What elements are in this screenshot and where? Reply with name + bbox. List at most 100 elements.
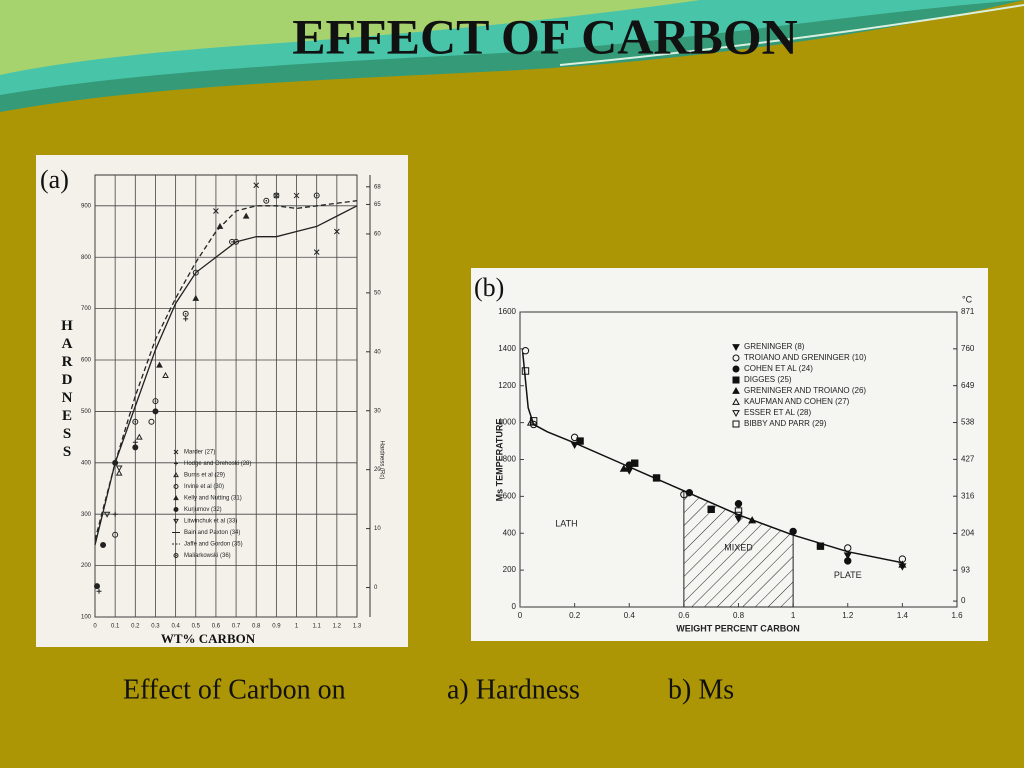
legend-label: TROIANO AND GRENINGER (10) [744, 353, 867, 362]
x-tick-label: 0.5 [192, 624, 201, 630]
y2-axis-title: Hardness (Rc) [378, 441, 384, 480]
data-point [576, 437, 584, 445]
legend-label: KAUFMAN AND COHEN (27) [744, 397, 850, 406]
x-tick-label: 1 [791, 611, 796, 620]
y-tick-label: 800 [503, 455, 517, 464]
legend-label: Irvine et al (30) [184, 484, 224, 490]
legend-marker [173, 553, 179, 558]
y2-tick-label: 760 [961, 344, 975, 353]
y-tick-label: 400 [81, 460, 92, 466]
legend-marker [732, 376, 740, 384]
data-point [844, 544, 852, 552]
y2-tick-label: 40 [374, 349, 381, 355]
y2-tick-label: 93 [961, 565, 970, 574]
y-axis-title: Ms TEMPERATURE [494, 419, 504, 502]
legend-marker [173, 507, 179, 512]
x-axis-title: WT% CARBON [161, 631, 256, 646]
data-point [263, 197, 270, 204]
y2-tick-label: 0 [961, 596, 966, 605]
data-point [103, 511, 111, 518]
y-tick-label: 500 [81, 409, 92, 415]
y-tick-label: 600 [503, 491, 517, 500]
data-point [100, 542, 107, 549]
slide-title: EFFECT OF CARBON [292, 8, 798, 64]
legend-label: COHEN ET AL (24) [744, 364, 813, 373]
legend-marker [732, 354, 740, 362]
data-point [182, 310, 189, 317]
legend-label: Hodge and Orehoski (28) [184, 461, 251, 467]
x-tick-label: 1.1 [313, 624, 322, 630]
y-tick-label: 600 [81, 358, 92, 364]
wave [559, 4, 1024, 66]
y-tick-label: 1200 [498, 381, 516, 390]
y2-tick-label: 316 [961, 491, 975, 500]
legend-label: ESSER ET AL (28) [744, 408, 811, 417]
y-tick-label: 100 [81, 615, 92, 621]
data-point [521, 347, 530, 355]
x-tick-label: 0.6 [212, 624, 221, 630]
data-point [734, 507, 743, 515]
y-tick-label: 1600 [498, 307, 516, 316]
legend-label: Kelly and Nutting (31) [184, 496, 242, 502]
data-point [213, 208, 219, 214]
y-tick-label: 800 [81, 255, 92, 261]
y2-tick-label: 30 [374, 408, 381, 414]
y-tick-label: 1400 [498, 344, 516, 353]
panel-label: (a) [40, 165, 69, 194]
panel-label: (b) [474, 273, 504, 302]
data-point [707, 505, 715, 513]
legend-label: GRENINGER AND TROIANO (26) [744, 386, 866, 395]
curve [94, 205, 358, 546]
legend-marker [173, 449, 179, 455]
data-point [619, 464, 628, 472]
x-tick-label: 0.7 [232, 624, 241, 630]
y-tick-label: 200 [81, 563, 92, 569]
data-point [843, 552, 852, 560]
data-point [162, 371, 169, 378]
legend-marker [175, 554, 177, 557]
y2-tick-label: 0 [374, 585, 378, 591]
legend-marker [173, 471, 179, 478]
legend-label: Marder (27) [184, 450, 215, 456]
y2-tick-label: 50 [374, 290, 381, 296]
data-point [315, 194, 318, 197]
data-point [184, 312, 187, 315]
x-tick-label: 1.6 [951, 611, 963, 620]
region-label: PLATE [834, 570, 862, 580]
legend-marker [173, 494, 179, 501]
x-tick-label: 1.2 [842, 611, 854, 620]
data-point [253, 182, 260, 189]
x-tick-label: 0.1 [111, 624, 120, 630]
data-point [529, 417, 538, 425]
data-point [685, 489, 694, 497]
data-point [112, 531, 119, 538]
legend-marker [732, 386, 740, 394]
caption: a) Hardness [447, 674, 580, 705]
data-point [748, 516, 757, 524]
data-point [192, 294, 200, 301]
legend-marker [732, 420, 740, 428]
caption: b) Ms [668, 674, 734, 705]
x-tick-label: 1.3 [353, 624, 362, 630]
y2-tick-label: 10 [374, 526, 381, 532]
data-point [229, 238, 236, 245]
legend-label: DIGGES (25) [744, 375, 792, 384]
data-point [631, 459, 639, 467]
data-point [154, 400, 157, 402]
x-tick-label: 0.9 [272, 624, 281, 630]
data-point [313, 249, 320, 255]
y-tick-label: 900 [81, 203, 92, 209]
data-point [183, 316, 189, 322]
data-point [273, 192, 280, 199]
data-point [152, 408, 159, 415]
data-point [265, 199, 268, 202]
y2-tick-label: 538 [961, 418, 975, 427]
x-tick-label: 0.4 [171, 624, 180, 630]
figure-a [36, 155, 408, 647]
y-tick-label: 400 [503, 528, 517, 537]
data-point [521, 367, 530, 375]
legend-label: Litwinchuk et al (33) [184, 519, 237, 525]
legend-marker [173, 518, 179, 525]
